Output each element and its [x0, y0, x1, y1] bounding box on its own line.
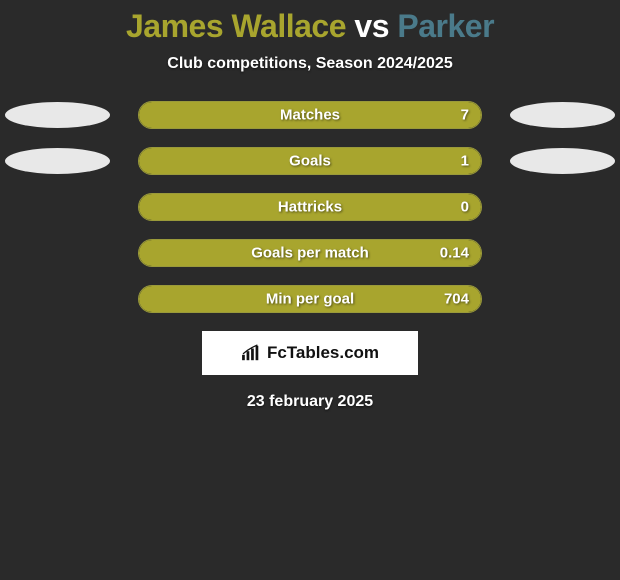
stat-bar: Hattricks 0	[138, 193, 482, 221]
stat-rows: Matches 7 Goals 1 Hattricks 0 Goals per match 0…	[0, 101, 620, 313]
stat-label: Goals per match	[251, 245, 369, 262]
player2-photo-oval	[510, 148, 615, 174]
stat-value: 1	[461, 153, 469, 170]
stat-bar: Goals per match 0.14	[138, 239, 482, 267]
stat-row: Goals 1	[0, 147, 620, 175]
stat-label: Hattricks	[278, 199, 342, 216]
brand-bars-icon	[241, 344, 263, 362]
stat-row: Goals per match 0.14	[0, 239, 620, 267]
stat-value: 704	[444, 291, 469, 308]
stat-row: Hattricks 0	[0, 193, 620, 221]
stat-row: Min per goal 704	[0, 285, 620, 313]
stat-row: Matches 7	[0, 101, 620, 129]
page-title: James Wallace vs Parker	[0, 8, 620, 45]
date-text: 23 february 2025	[0, 393, 620, 411]
stat-value: 0	[461, 199, 469, 216]
player2-name: Parker	[397, 8, 494, 44]
player1-name: James Wallace	[126, 8, 346, 44]
player1-photo-oval	[5, 102, 110, 128]
stat-bar: Goals 1	[138, 147, 482, 175]
brand-badge: FcTables.com	[202, 331, 418, 375]
stat-bar: Min per goal 704	[138, 285, 482, 313]
comparison-card: James Wallace vs Parker Club competition…	[0, 0, 620, 411]
brand-text: FcTables.com	[267, 343, 379, 363]
stat-label: Goals	[289, 153, 331, 170]
stat-label: Min per goal	[266, 291, 354, 308]
stat-value: 0.14	[440, 245, 469, 262]
subtitle: Club competitions, Season 2024/2025	[0, 55, 620, 73]
stat-bar: Matches 7	[138, 101, 482, 129]
vs-text: vs	[354, 8, 389, 44]
stat-label: Matches	[280, 107, 340, 124]
stat-value: 7	[461, 107, 469, 124]
player1-photo-oval	[5, 148, 110, 174]
player2-photo-oval	[510, 102, 615, 128]
